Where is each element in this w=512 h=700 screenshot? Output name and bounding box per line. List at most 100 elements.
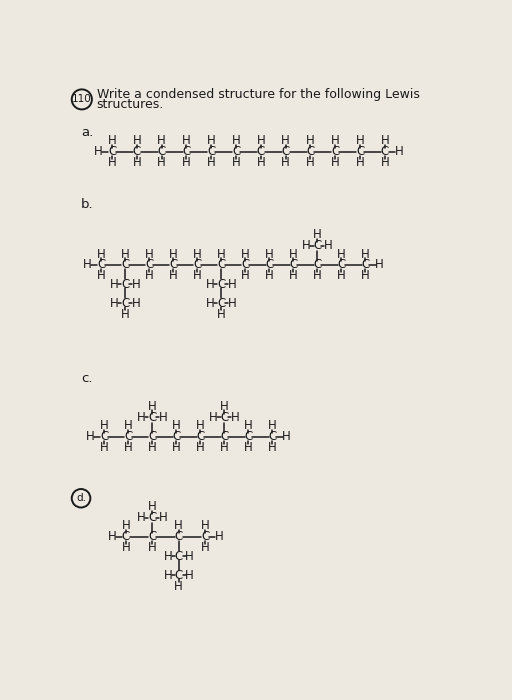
Text: H: H	[306, 156, 315, 169]
Text: H: H	[231, 156, 241, 169]
Text: H: H	[86, 430, 95, 443]
Text: H: H	[241, 270, 250, 282]
Text: C: C	[148, 511, 157, 524]
Text: H: H	[122, 519, 131, 533]
Text: H: H	[302, 239, 311, 252]
Text: H: H	[148, 400, 157, 413]
Text: C: C	[158, 146, 166, 158]
Text: H: H	[163, 569, 172, 582]
Text: C: C	[97, 258, 105, 272]
Text: H: H	[193, 270, 202, 282]
Text: H: H	[380, 156, 389, 169]
Text: C: C	[220, 411, 228, 424]
Text: H: H	[220, 441, 229, 454]
Text: C: C	[121, 297, 130, 310]
Text: H: H	[122, 541, 131, 554]
Text: C: C	[356, 146, 364, 158]
Text: H: H	[137, 511, 146, 524]
Text: H: H	[110, 278, 119, 290]
Text: H: H	[228, 278, 237, 290]
Text: H: H	[157, 134, 166, 148]
Text: H: H	[196, 441, 205, 454]
Text: C: C	[257, 146, 265, 158]
Text: C: C	[265, 258, 273, 272]
Text: C: C	[145, 258, 154, 272]
Text: H: H	[145, 270, 154, 282]
Text: H: H	[244, 419, 253, 433]
Text: H: H	[324, 239, 333, 252]
Text: H: H	[257, 134, 265, 148]
Text: H: H	[281, 156, 290, 169]
Text: H: H	[306, 134, 315, 148]
Text: C: C	[337, 258, 346, 272]
Text: C: C	[148, 531, 157, 543]
Text: H: H	[182, 134, 191, 148]
Text: H: H	[206, 297, 215, 310]
Text: C: C	[217, 278, 225, 290]
Text: d.: d.	[76, 494, 86, 503]
Text: H: H	[282, 430, 291, 443]
Text: H: H	[133, 134, 141, 148]
Text: H: H	[159, 411, 167, 424]
Text: H: H	[356, 134, 365, 148]
Text: H: H	[100, 419, 109, 433]
Text: H: H	[215, 531, 223, 543]
Text: H: H	[207, 156, 216, 169]
Text: C: C	[241, 258, 249, 272]
Text: H: H	[331, 134, 339, 148]
Text: c.: c.	[81, 372, 93, 384]
Text: H: H	[201, 519, 209, 533]
Text: H: H	[257, 156, 265, 169]
Text: H: H	[241, 248, 250, 260]
Text: H: H	[185, 569, 194, 582]
Text: C: C	[169, 258, 177, 272]
Text: C: C	[182, 146, 190, 158]
Text: H: H	[220, 400, 229, 413]
Text: C: C	[217, 297, 225, 310]
Text: C: C	[201, 531, 209, 543]
Text: C: C	[121, 258, 130, 272]
Text: H: H	[108, 134, 116, 148]
Text: H: H	[375, 258, 384, 272]
Text: structures.: structures.	[97, 98, 164, 111]
Text: C: C	[124, 430, 133, 443]
Text: C: C	[175, 531, 183, 543]
Text: H: H	[163, 550, 172, 563]
Text: H: H	[172, 419, 181, 433]
Text: H: H	[209, 411, 218, 424]
Text: H: H	[207, 134, 216, 148]
Text: C: C	[268, 430, 276, 443]
Text: H: H	[331, 156, 339, 169]
Text: H: H	[174, 519, 183, 533]
Text: C: C	[148, 411, 157, 424]
Text: H: H	[108, 156, 116, 169]
Text: H: H	[100, 441, 109, 454]
Text: H: H	[265, 270, 274, 282]
Text: C: C	[331, 146, 339, 158]
Text: H: H	[133, 156, 141, 169]
Text: Write a condensed structure for the following Lewis: Write a condensed structure for the foll…	[97, 88, 419, 102]
Text: H: H	[157, 156, 166, 169]
Text: H: H	[185, 550, 194, 563]
Text: H: H	[145, 248, 154, 260]
Text: C: C	[361, 258, 370, 272]
Text: H: H	[394, 146, 403, 158]
Text: C: C	[148, 430, 157, 443]
Text: H: H	[313, 270, 322, 282]
Text: C: C	[175, 569, 183, 582]
Text: H: H	[313, 228, 322, 242]
Text: H: H	[380, 134, 389, 148]
Text: H: H	[124, 419, 133, 433]
Text: H: H	[193, 248, 202, 260]
Text: H: H	[132, 297, 140, 310]
Text: H: H	[148, 541, 157, 554]
Text: H: H	[268, 441, 277, 454]
Text: C: C	[381, 146, 389, 158]
Text: C: C	[121, 278, 130, 290]
Text: C: C	[313, 239, 322, 252]
Text: a.: a.	[81, 126, 93, 139]
Text: H: H	[289, 270, 298, 282]
Text: H: H	[108, 531, 116, 543]
Text: H: H	[97, 248, 105, 260]
Text: H: H	[97, 270, 105, 282]
